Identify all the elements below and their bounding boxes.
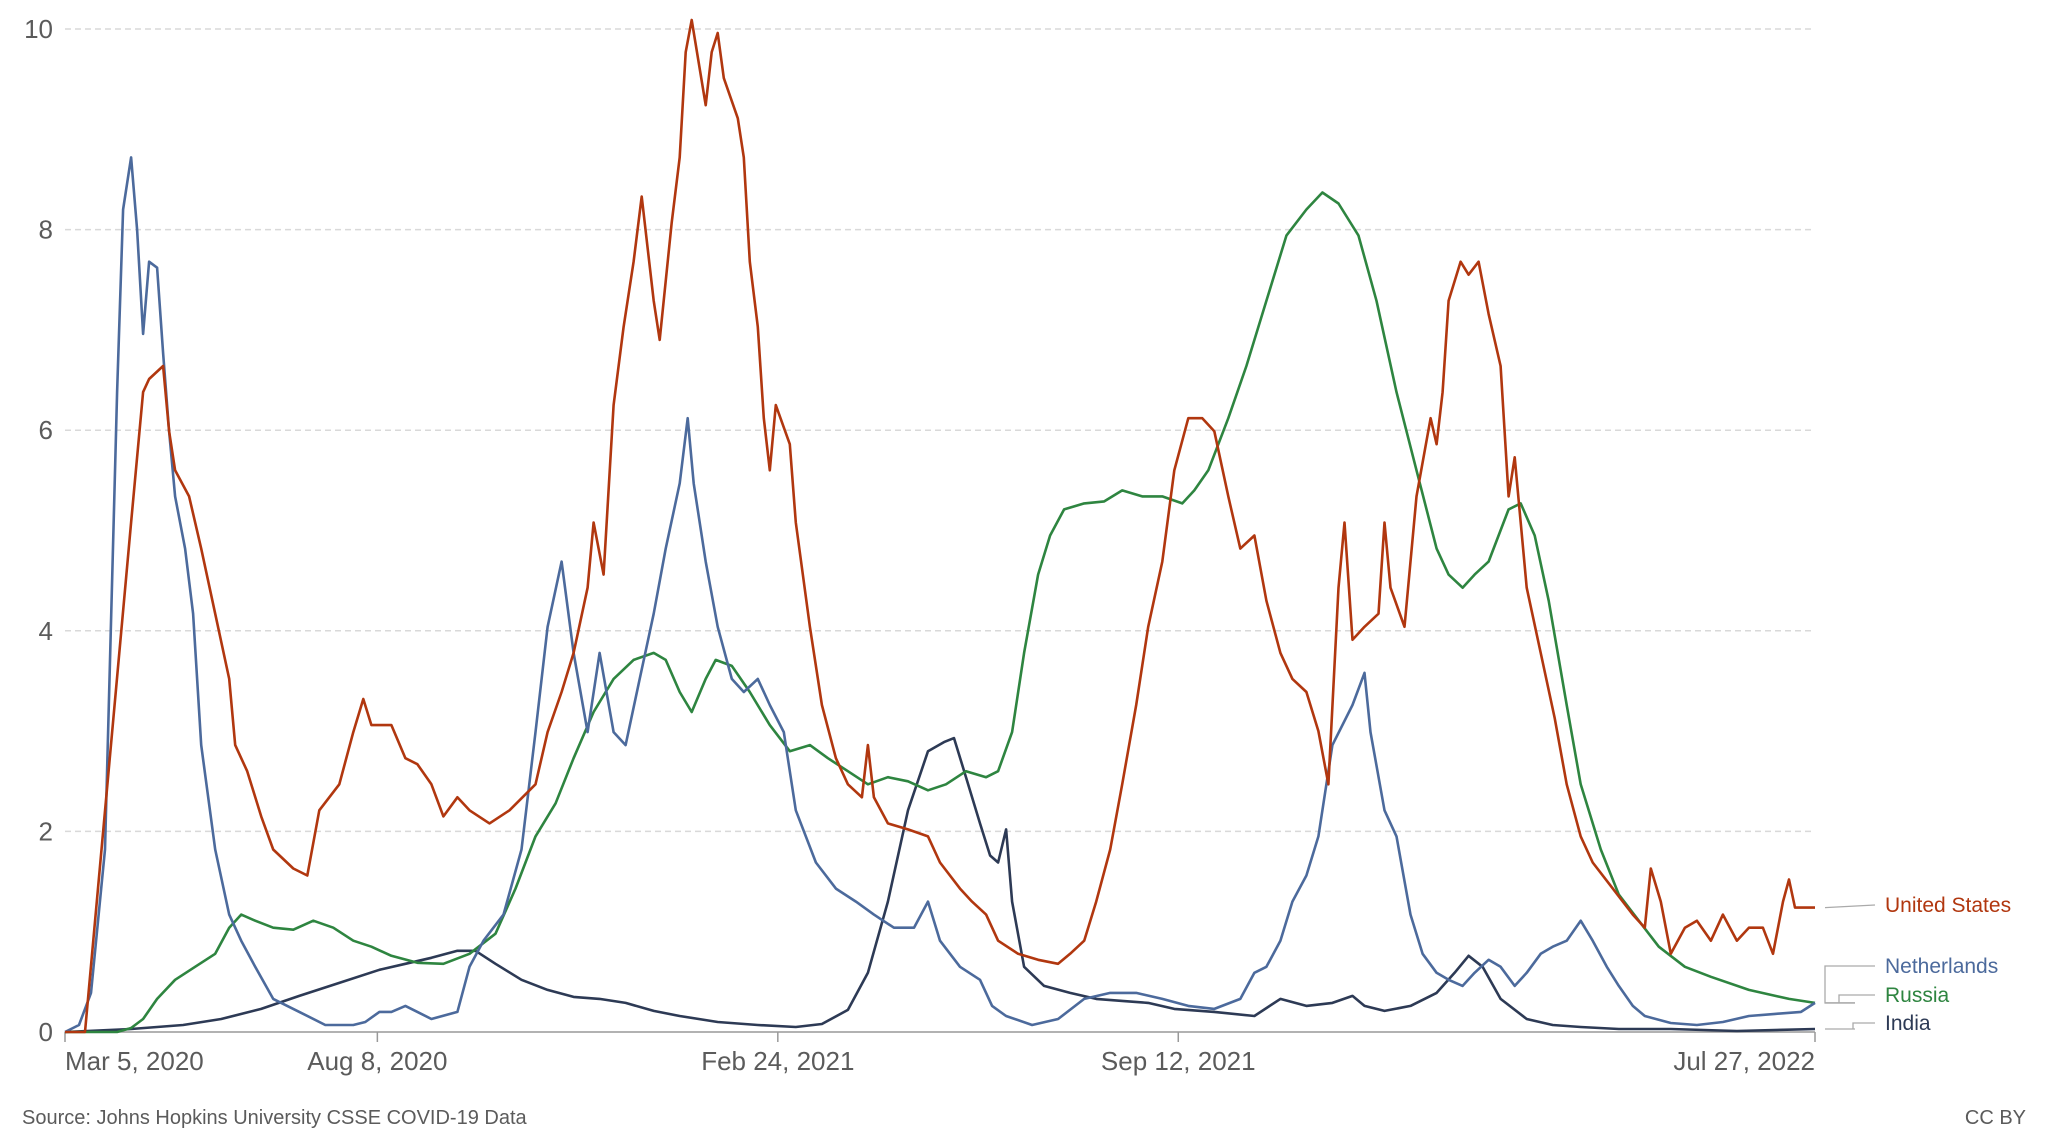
label-connector <box>1825 994 1875 1004</box>
y-tick-label: 6 <box>39 415 53 445</box>
series-lines <box>64 18 1816 1034</box>
license-link[interactable]: CC BY <box>1965 1107 2026 1129</box>
x-tick-label: Sep 12, 2021 <box>1101 1046 1256 1076</box>
series-line-russia[interactable] <box>65 191 1816 1034</box>
series-line-united-states[interactable] <box>65 18 1815 1034</box>
series-label: United States <box>1885 894 2011 917</box>
series-line-netherlands[interactable] <box>64 156 1816 1034</box>
series-label: Russia <box>1885 984 1950 1007</box>
y-tick-label: 4 <box>39 616 53 646</box>
y-tick-label: 8 <box>39 215 53 245</box>
series-label: India <box>1885 1012 1931 1035</box>
y-tick-label: 10 <box>24 14 53 44</box>
series-line-india[interactable] <box>64 736 1816 1034</box>
x-tick-label: Mar 5, 2020 <box>65 1046 204 1076</box>
x-tick-label: Feb 24, 2021 <box>701 1046 854 1076</box>
gridlines <box>65 28 1815 833</box>
series-label: Netherlands <box>1885 955 1998 978</box>
label-connector <box>1825 1022 1875 1030</box>
y-tick-label: 0 <box>39 1017 53 1047</box>
y-axis-ticks: 0 2 4 6 8 10 <box>24 14 53 1047</box>
label-connector <box>1824 904 1876 909</box>
x-axis-ticks: Mar 5, 2020 Aug 8, 2020 Feb 24, 2021 Sep 12… <box>64 1032 1816 1076</box>
series-labels: United States Netherlands Russia India <box>1824 894 2011 1035</box>
x-tick-label: Jul 27, 2022 <box>1673 1046 1815 1076</box>
label-connector <box>1824 965 1875 1004</box>
x-tick-label: Aug 8, 2020 <box>307 1046 447 1076</box>
source-note: Source: Johns Hopkins University CSSE CO… <box>22 1107 528 1129</box>
y-tick-label: 2 <box>39 816 53 846</box>
